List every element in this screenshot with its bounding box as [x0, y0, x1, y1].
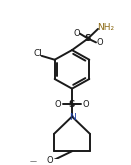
Text: O: O: [55, 99, 61, 109]
Text: S: S: [85, 34, 91, 43]
Text: O: O: [96, 38, 103, 47]
Text: NH₂: NH₂: [97, 23, 115, 33]
Text: S: S: [69, 99, 75, 109]
Text: —: —: [29, 158, 37, 164]
Text: O: O: [73, 29, 80, 38]
Text: O: O: [83, 99, 89, 109]
Text: Cl: Cl: [33, 50, 42, 58]
Text: N: N: [70, 113, 76, 122]
Text: O: O: [47, 156, 53, 165]
